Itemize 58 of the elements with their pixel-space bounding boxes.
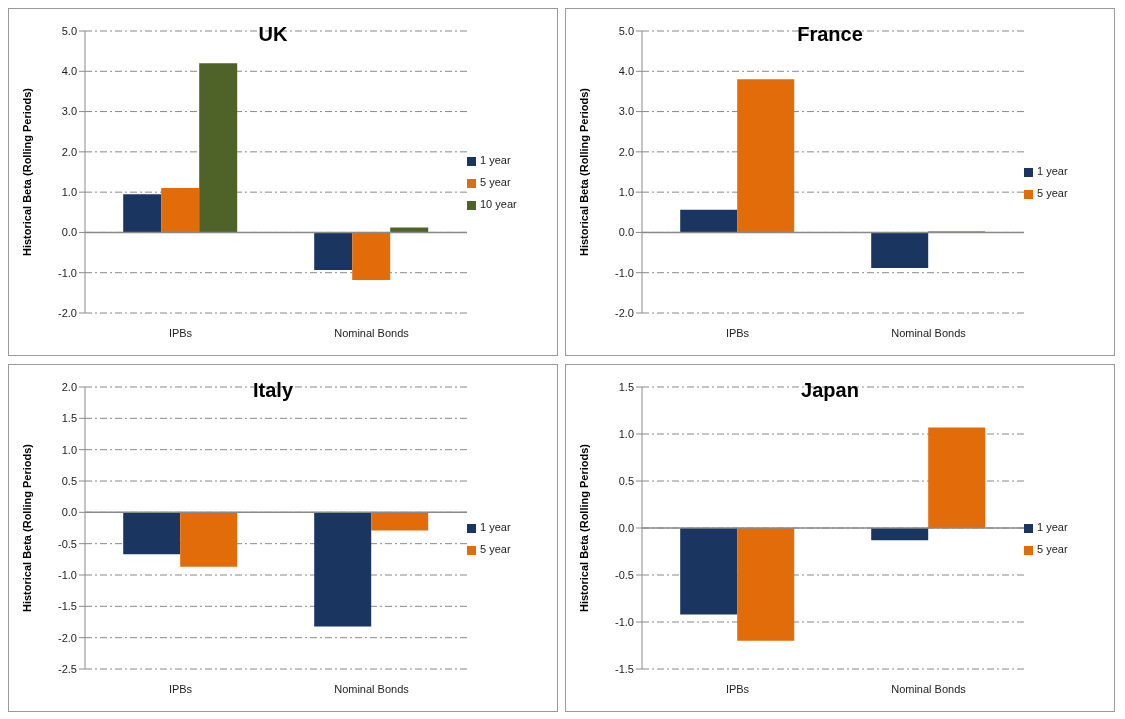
legend-label: 1 year [480,521,511,533]
y-tick-label: 0.0 [61,226,77,239]
y-axis-title: Historical Beta (Rolling Periods) [577,87,590,257]
y-tick-label: 1.0 [61,186,77,199]
legend-label: 10 year [480,198,517,210]
y-tick-label: -1.0 [58,266,77,279]
chart-title: Japan [801,379,859,401]
y-tick-label: 1.5 [618,380,634,393]
y-tick-label: 1.0 [618,427,634,440]
y-tick-label: -2.0 [615,306,634,319]
y-tick-label: 4.0 [61,65,77,78]
y-tick-label: -1.0 [615,615,634,628]
x-tick-label: IPBs [168,326,193,339]
x-tick-label: Nominal Bonds [334,326,410,339]
y-tick-label: 4.0 [618,65,634,78]
x-tick-label: Nominal Bonds [334,682,410,695]
y-tick-label: 1.0 [618,186,634,199]
legend-label: 5 year [480,543,511,555]
legend-label: 5 year [480,176,511,188]
y-tick-label: 3.0 [61,105,77,118]
y-tick-label: 3.0 [618,105,634,118]
legend-label: 1 year [1037,165,1068,177]
y-tick-label: 2.0 [61,380,77,393]
legend-label: 1 year [1037,521,1068,533]
legend-label: 5 year [1037,187,1068,199]
legend-label: 5 year [1037,543,1068,555]
y-tick-label: 1.5 [61,412,77,425]
y-tick-label: 2.0 [618,145,634,158]
y-tick-label: -2.0 [58,631,77,644]
y-tick-label: 0.5 [618,474,634,487]
x-tick-label: IPBs [725,682,750,695]
y-axis-title: Historical Beta (Rolling Periods) [577,443,590,613]
chart-title: UK [258,23,288,45]
x-tick-label: IPBs [725,326,750,339]
y-tick-label: 5.0 [61,24,77,37]
y-tick-label: -2.5 [58,662,77,675]
y-tick-label: -0.5 [58,537,77,550]
y-tick-label: 0.5 [61,474,77,487]
y-tick-label: -2.0 [58,306,77,319]
chart-title: Italy [252,379,294,401]
chart-title: France [797,23,863,45]
legend-label: 1 year [480,154,511,166]
y-tick-label: 5.0 [618,24,634,37]
x-tick-label: Nominal Bonds [891,682,967,695]
x-tick-label: IPBs [168,682,193,695]
y-tick-label: -1.5 [58,600,77,613]
y-axis-title: Historical Beta (Rolling Periods) [20,443,33,613]
y-tick-label: -1.0 [58,568,77,581]
x-tick-label: Nominal Bonds [891,326,967,339]
y-tick-label: 0.0 [618,521,634,534]
y-tick-label: 0.0 [618,226,634,239]
y-axis-title: Historical Beta (Rolling Periods) [20,87,33,257]
y-tick-label: -1.0 [615,266,634,279]
y-tick-label: -0.5 [615,568,634,581]
y-tick-label: 2.0 [61,145,77,158]
y-tick-label: 1.0 [61,443,77,456]
y-tick-label: 0.0 [61,506,77,519]
y-tick-label: -1.5 [615,662,634,675]
